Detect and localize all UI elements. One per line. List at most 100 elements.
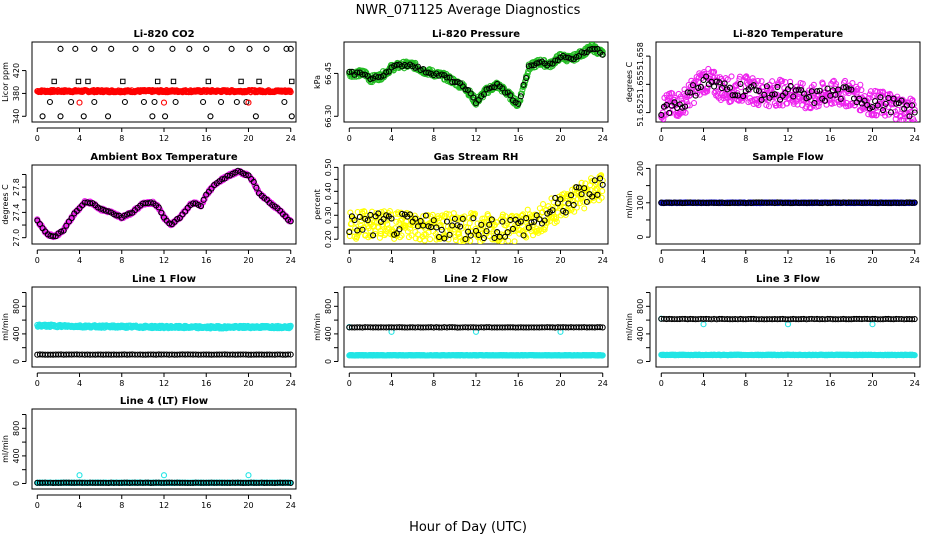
data-point (252, 113, 259, 120)
data-point (755, 87, 763, 95)
data-point (861, 97, 868, 104)
y-tick-label: 100 (636, 195, 645, 210)
data-point (597, 175, 604, 182)
data-point (873, 111, 880, 119)
y-tick-label: 66.45 (324, 62, 333, 85)
data-point (499, 218, 506, 225)
data-point (104, 113, 112, 120)
data-point (682, 109, 689, 116)
data-point (457, 223, 464, 230)
data-point (429, 211, 436, 218)
data-point (383, 69, 390, 76)
data-point (770, 84, 777, 92)
series-reference (34, 167, 294, 240)
y-tick-label: 800 (12, 299, 21, 314)
data-point (359, 226, 366, 233)
y-tick-label: 0.30 (324, 206, 333, 224)
data-point (840, 84, 847, 91)
series-cal-high (57, 45, 294, 52)
data-point (695, 84, 702, 91)
data-point (393, 230, 400, 237)
data-point (911, 118, 918, 122)
data-point (591, 177, 598, 184)
data-point (898, 97, 905, 104)
y-axis-label: ml/min (1, 313, 10, 341)
data-point (763, 83, 770, 90)
x-tick-label: 0 (35, 379, 40, 388)
y-axis-label: degrees C (625, 61, 634, 102)
x-tick-label: 20 (555, 379, 565, 388)
y-axis-label: Licor ppm (1, 62, 10, 102)
data-point (909, 199, 916, 206)
data-point (263, 45, 270, 52)
plot-frame (343, 41, 609, 123)
data-point (776, 102, 783, 109)
data-point (737, 80, 744, 88)
data-point (412, 215, 419, 222)
x-tick-label: 8 (743, 134, 748, 143)
data-point (517, 218, 524, 225)
data-point (480, 235, 487, 242)
data-point (890, 95, 897, 102)
x-tick-label: 12 (159, 256, 169, 265)
panel-title: Li-820 Temperature (733, 29, 843, 40)
panel-title: Line 3 Flow (756, 274, 820, 285)
data-point (285, 351, 292, 358)
x-tick-label: 4 (389, 134, 394, 143)
data-point (713, 78, 720, 85)
data-point (546, 60, 553, 67)
x-tick-label: 4 (77, 134, 82, 143)
data-point (170, 78, 177, 85)
data-point (882, 100, 889, 107)
y-tick-label: 66.30 (324, 105, 333, 128)
x-tick-label: 16 (513, 256, 523, 265)
x-tick-label: 24 (910, 256, 920, 265)
data-point (711, 83, 718, 90)
data-point (874, 102, 881, 109)
x-tick-label: 20 (867, 134, 877, 143)
data-point (832, 80, 840, 88)
data-point (441, 235, 448, 242)
data-point (203, 45, 210, 52)
data-point (374, 219, 381, 226)
data-point (790, 93, 797, 100)
data-point (599, 188, 606, 195)
data-point (519, 211, 527, 218)
data-point (470, 215, 477, 222)
y-axis-label: ml/min (313, 313, 322, 341)
x-tick-label: 16 (201, 379, 211, 388)
data-point (795, 86, 802, 93)
data-point (755, 101, 762, 109)
data-point (911, 109, 918, 116)
data-point (443, 210, 450, 217)
x-tick-label: 20 (867, 379, 877, 388)
data-point (554, 203, 561, 210)
data-point (85, 78, 91, 85)
data-point (594, 191, 601, 198)
data-point (462, 86, 469, 93)
panel-4: Gas Stream RH0 4 8 12 16 20 240.200.300.400.50… (313, 152, 609, 265)
data-point (169, 45, 176, 52)
data-point (256, 78, 262, 85)
x-tick-label: 24 (286, 256, 296, 265)
data-point (287, 218, 294, 225)
data-point (583, 198, 590, 205)
plot-frame (655, 286, 921, 368)
data-point (287, 88, 294, 96)
y-tick-label: 0.40 (324, 182, 333, 200)
data-point (245, 99, 252, 106)
plot-frame (31, 41, 297, 123)
data-point (200, 98, 207, 106)
data-point (427, 236, 434, 243)
data-point (658, 111, 665, 118)
data-point (581, 205, 588, 212)
marks (34, 321, 294, 358)
x-tick-label: 12 (159, 134, 169, 143)
data-point (63, 222, 70, 229)
y-tick-label: 340 (12, 109, 21, 124)
data-point (867, 88, 874, 95)
data-point (771, 91, 778, 98)
data-point (589, 193, 596, 200)
